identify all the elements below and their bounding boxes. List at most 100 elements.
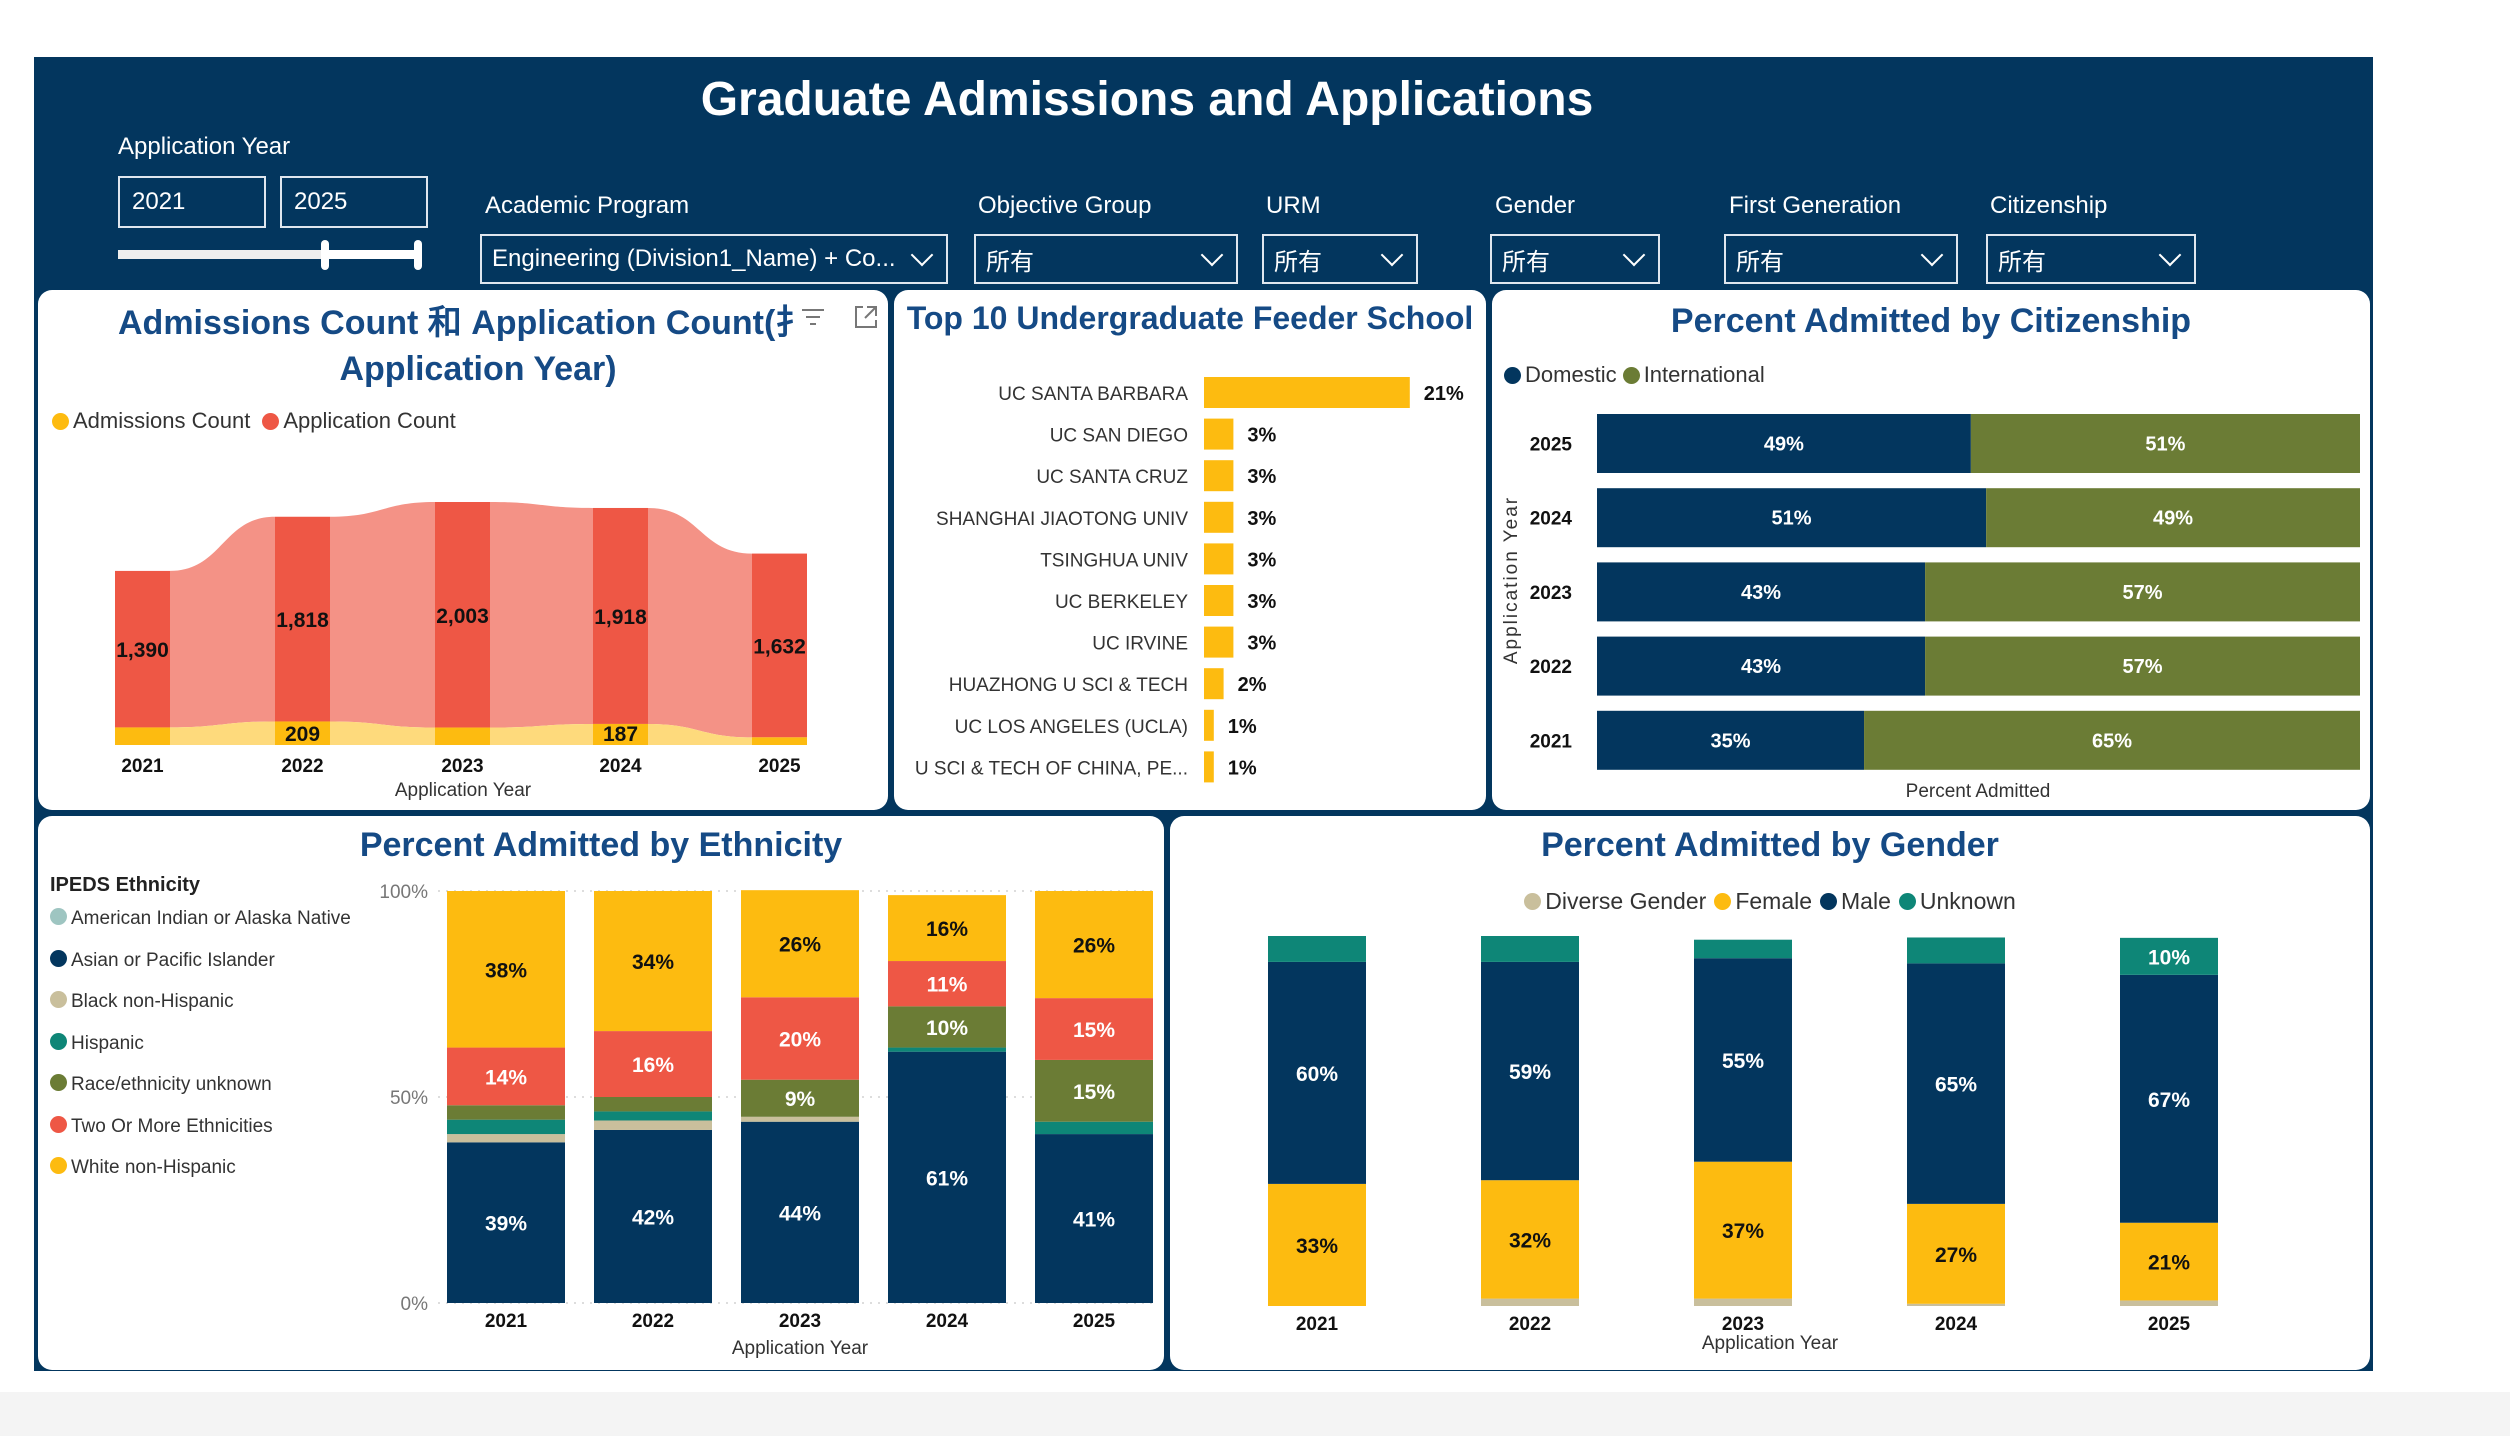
- segment-data-label: 33%: [1296, 1235, 1338, 1258]
- ethnicity-panel: Percent Admitted by Ethnicity IPEDS Ethn…: [38, 816, 1164, 1370]
- stack-segment: [1035, 1059, 1153, 1122]
- stack-segment: [1907, 1203, 2005, 1304]
- objective-group-dropdown[interactable]: 所有: [974, 234, 1238, 284]
- legend-label: American Indian or Alaska Native: [71, 908, 351, 929]
- feeder-data-label: 2%: [1238, 674, 1267, 696]
- segment-data-label: 42%: [632, 1206, 674, 1229]
- academic-program-dropdown[interactable]: Engineering (Division1_Name) + Co...: [480, 234, 948, 284]
- domestic-bar: [1597, 414, 1971, 473]
- international-bar: [1970, 414, 2360, 473]
- x-tick-label: 2022: [281, 756, 323, 777]
- year-slider-handle-start[interactable]: [321, 240, 329, 270]
- first-generation-dropdown[interactable]: 所有: [1724, 234, 1958, 284]
- stack-segment: [447, 891, 565, 1048]
- domestic-bar: [1597, 562, 1926, 622]
- legend-item[interactable]: Asian or Pacific Islander: [50, 949, 351, 992]
- feeder-data-label: 1%: [1228, 716, 1257, 738]
- legend-dot: [50, 1032, 67, 1050]
- citizenship-label: Citizenship: [1990, 192, 2108, 219]
- year-slider-track[interactable]: [118, 250, 420, 259]
- admissions-ribbon: [648, 723, 752, 745]
- feeder-bar: [1204, 709, 1214, 741]
- legend-item[interactable]: Male: [1820, 888, 1891, 915]
- legend-item[interactable]: White non-Hispanic: [50, 1157, 351, 1199]
- gender-dropdown[interactable]: 所有: [1490, 234, 1660, 284]
- urm-dropdown[interactable]: 所有: [1262, 234, 1418, 284]
- legend-item[interactable]: Race/ethnicity unknown: [50, 1074, 351, 1116]
- legend-item-applications[interactable]: Application Count: [262, 408, 456, 434]
- chevron-down-icon: [1622, 243, 1646, 267]
- academic-program-value: Engineering (Division1_Name) + Co...: [492, 245, 896, 272]
- legend-dot: [262, 412, 280, 430]
- bar-data-label: 65%: [2092, 730, 2132, 752]
- first-generation-value: 所有: [1736, 248, 1784, 276]
- school-label: U SCI & TECH OF CHINA, PE...: [915, 758, 1188, 779]
- chart-title: Percent Admitted by Citizenship: [1670, 302, 2192, 340]
- segment-data-label: 61%: [926, 1167, 968, 1190]
- x-tick-label: 2023: [1722, 1314, 1764, 1335]
- feeder-data-label: 3%: [1247, 591, 1276, 613]
- stack-segment: [1907, 1303, 2005, 1306]
- legend-item[interactable]: American Indian or Alaska Native: [50, 908, 351, 950]
- segment-data-label: 15%: [1073, 1081, 1115, 1104]
- stack-segment: [447, 1134, 565, 1143]
- stack-segment: [741, 997, 859, 1080]
- ribbon-chart: 1,390 2021 1,818 209 2022 2,003 2023 1,918 187 20…: [115, 502, 807, 801]
- legend-dot: [50, 1115, 67, 1133]
- legend-item[interactable]: Hispanic: [50, 1032, 351, 1075]
- stack-segment: [1481, 936, 1579, 962]
- legend-item-admissions[interactable]: Admissions Count: [52, 408, 250, 434]
- legend-dot: [50, 949, 67, 967]
- stack-segment: [1694, 958, 1792, 1162]
- domestic-bar: [1597, 488, 1987, 548]
- legend-item[interactable]: Black non-Hispanic: [50, 991, 351, 1033]
- year-slider-handle-end[interactable]: [414, 240, 422, 270]
- legend-item-domestic[interactable]: Domestic: [1504, 362, 1617, 388]
- legend-item[interactable]: Female: [1714, 888, 1812, 915]
- legend-item[interactable]: Unknown: [1898, 888, 2016, 915]
- application-year-label: Application Year: [118, 133, 291, 160]
- gender-panel: Percent Admitted by Gender Diverse Gende…: [1170, 816, 2370, 1370]
- first-generation-label: First Generation: [1729, 192, 1902, 219]
- stack-segment: [1035, 1134, 1153, 1303]
- bar-data-label: 43%: [1741, 582, 1781, 604]
- legend-label: White non-Hispanic: [71, 1157, 236, 1178]
- legend-dot: [1504, 366, 1521, 384]
- segment-data-label: 37%: [1722, 1220, 1764, 1243]
- school-label: UC SANTA CRUZ: [1036, 467, 1188, 488]
- year-to-input[interactable]: 2025: [280, 176, 428, 228]
- academic-program-label: Academic Program: [485, 192, 690, 219]
- legend-dot: [50, 991, 67, 1008]
- feeder-bar-chart: UC SANTA BARBARA 21% UC SAN DIEGO 3% UC SANT…: [915, 377, 1464, 783]
- application-bar: [593, 507, 648, 724]
- segment-data-label: 21%: [2148, 1252, 2190, 1275]
- admissions-ribbon: [490, 723, 593, 745]
- urm-value: 所有: [1274, 248, 1322, 276]
- stack-segment: [1694, 1298, 1792, 1306]
- stack-segment: [1481, 1298, 1579, 1306]
- focus-mode-icon[interactable]: [853, 304, 879, 330]
- y-axis-title: Application Year: [1501, 496, 1522, 664]
- stack-segment: [741, 1116, 859, 1122]
- citizenship-dropdown[interactable]: 所有: [1986, 234, 2196, 284]
- legend-item-international[interactable]: International: [1622, 362, 1765, 388]
- segment-data-label: 59%: [1509, 1061, 1551, 1084]
- stack-segment: [594, 1097, 712, 1112]
- x-tick-label: 2025: [758, 756, 801, 777]
- filter-icon[interactable]: [800, 306, 826, 328]
- legend-item[interactable]: Two Or More Ethnicities: [50, 1115, 351, 1158]
- stack-segment: [888, 1006, 1006, 1048]
- gender-value: 所有: [1502, 248, 1550, 276]
- stack-segment: [1481, 1180, 1579, 1299]
- stack-segment: [447, 1119, 565, 1135]
- legend-item[interactable]: Diverse Gender: [1524, 888, 1706, 915]
- international-bar: [1925, 636, 2360, 696]
- feeder-data-label: 1%: [1228, 757, 1257, 779]
- chevron-down-icon: [1920, 243, 1944, 267]
- application-ribbon: [648, 507, 752, 738]
- segment-data-label: 10%: [2148, 946, 2190, 969]
- application-bar: [115, 570, 170, 728]
- bar-data-label: 51%: [1772, 508, 1812, 530]
- application-bar: [435, 502, 490, 728]
- year-from-input[interactable]: 2021: [118, 176, 266, 228]
